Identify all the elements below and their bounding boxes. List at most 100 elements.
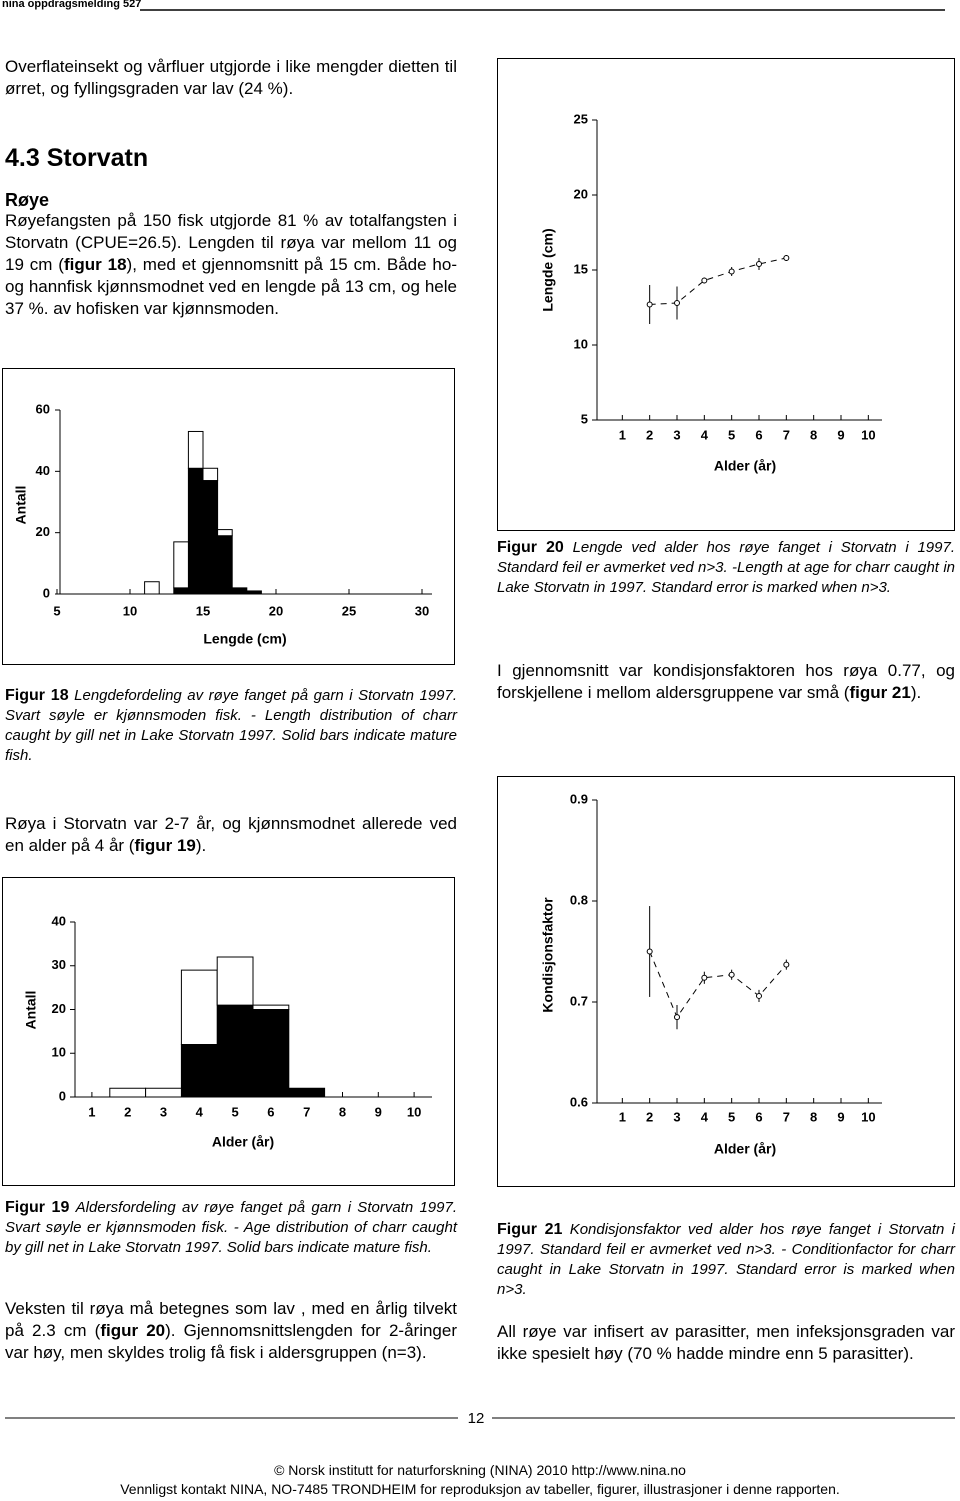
x-tick-label: 9 [375,1104,382,1119]
x-tick-label: 8 [810,1109,817,1124]
x-tick-label: 10 [407,1104,421,1119]
figure-frame [2,877,455,1186]
x-tick-label: 4 [701,1109,709,1124]
bar [145,1087,182,1098]
caption-label: Figur 20 [497,539,564,556]
x-tick-label: 15 [196,603,210,618]
bar [246,590,262,595]
x-tick-label: 7 [783,1109,790,1124]
point [728,971,735,978]
bar [202,467,219,482]
bar [109,1087,147,1098]
figure-ref: figur 19 [134,836,196,855]
point [783,961,790,968]
y-axis-label: Lengde (cm) [540,228,556,311]
figure-caption: Figur 20 Lengde ved alder hos røye fange… [497,538,955,598]
text: Veksten til røya må betegnes som lav , m… [5,1299,457,1340]
paragraph: Overflateinsekt og vårfluer utgjorde i l… [5,57,457,98]
point [728,268,735,275]
figure-ref: figur 20 [100,1321,166,1340]
paragraph: Veksten til røya må betegnes som lav , m… [5,1298,457,1364]
figure-caption: Figur 18 Lengdefordeling av røye fanget … [5,686,457,766]
bar [180,1044,218,1098]
y-tick-label: 0 [43,585,50,600]
caption-label: Figur 19 [5,1199,70,1216]
x-tick-label: 5 [53,603,60,618]
point [674,1014,680,1021]
bar [252,1004,290,1010]
x-tick-label: 6 [755,1109,762,1124]
bar [217,535,233,595]
caption-text: Kondisjonsfaktor ved alder hos røye fang… [497,1221,955,1298]
footer-line: © Norsk institutt for naturforskning (NI… [274,1462,686,1478]
running-title: nina oppdragsmelding 527 [2,0,142,10]
x-tick-label: 7 [783,427,790,442]
y-tick-label: 5 [581,411,588,426]
x-tick-label: 1 [88,1104,95,1119]
y-tick-label: 20 [36,524,50,539]
x-tick-label: 10 [861,427,875,442]
y-axis-label: Antall [23,991,39,1030]
caption-label: Figur 21 [497,1221,563,1238]
caption-text: Lengdefordeling av røye fanget på garn i… [5,687,458,764]
bar [288,1087,326,1098]
figure-ref: figur 18 [63,255,127,274]
bar [144,581,160,595]
y-tick-label: 0.9 [570,791,588,806]
y-tick-label: 40 [52,913,66,928]
figure-caption: Figur 19 Aldersfordeling av røye fanget … [5,1198,457,1258]
x-tick-label: 3 [673,427,680,442]
x-tick-label: 4 [701,427,709,442]
text: Røyefangsten på 150 fisk utgjorde 81 % a… [5,211,457,274]
x-tick-label: 7 [303,1104,310,1119]
x-tick-label: 1 [619,1109,626,1124]
figure-frame [497,58,955,531]
bar [173,587,189,595]
y-tick-label: 0.7 [570,993,588,1008]
x-tick-label: 2 [646,427,653,442]
figure-caption: Figur 21 Kondisjonsfaktor ved alder hos … [497,1220,955,1300]
x-axis-label: Alder (år) [212,1134,274,1150]
y-tick-label: 10 [52,1045,66,1060]
x-tick-label: 20 [269,603,283,618]
paragraph: All røye var infisert av parasitter, men… [497,1322,955,1363]
bar [252,1009,290,1098]
point [756,261,762,267]
paragraph: I gjennomsnitt var kondisjonsfaktoren ho… [497,660,955,704]
bar [173,541,189,589]
y-tick-label: 10 [574,336,588,351]
point [701,974,708,981]
text: ), med et gjennomsnitt på 15 cm. Både ho… [5,255,457,318]
text: Røya i Storvatn var 2-7 år, og kjønnsmod… [5,814,457,855]
x-tick-label: 30 [415,603,429,618]
x-tick-label: 6 [755,427,762,442]
bar [231,587,248,595]
caption-text: Aldersfordeling av røye fanget på garn i… [5,1199,457,1256]
y-tick-label: 20 [52,1001,66,1016]
x-tick-label: 5 [728,1109,735,1124]
figure-frame [2,368,455,665]
point [701,277,708,284]
bar [180,969,218,1045]
x-tick-label: 25 [342,603,356,618]
x-axis-label: Alder (år) [714,1141,776,1157]
y-tick-label: 15 [574,261,588,276]
y-axis-label: Antall [13,486,29,525]
x-tick-label: 3 [673,1109,680,1124]
x-tick-label: 3 [160,1104,167,1119]
y-tick-label: 20 [574,186,588,201]
subheading: Røye [5,190,50,210]
y-axis-label: Kondisjonsfaktor [540,897,556,1013]
figure-ref: figur 21 [849,683,911,702]
page-number: 12 [467,1410,485,1427]
trend-line [649,257,787,305]
bar [216,956,254,1006]
x-tick-label: 5 [728,427,735,442]
y-tick-label: 0.8 [570,892,588,907]
text: ). [195,836,207,855]
bar [217,529,233,537]
x-tick-label: 2 [646,1109,653,1124]
x-tick-label: 1 [619,427,626,442]
x-tick-label: 6 [267,1104,274,1119]
